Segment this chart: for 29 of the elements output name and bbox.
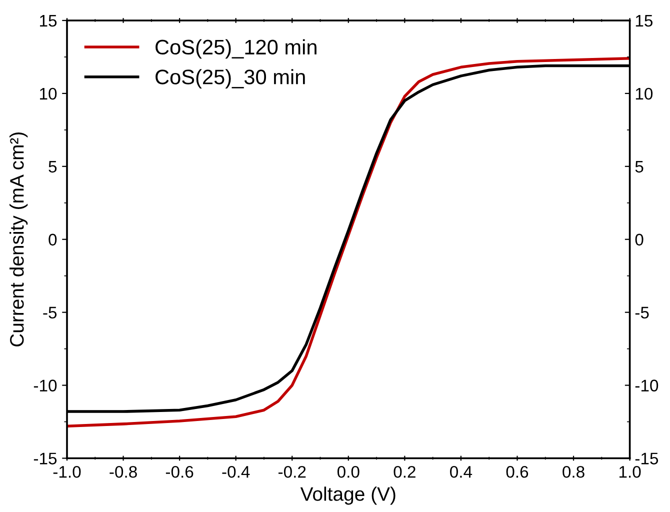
y2-tick-label: -15 <box>635 452 658 464</box>
legend-label: CoS(25)_120 min <box>156 39 316 59</box>
x-tick-label: 1.0 <box>619 466 641 478</box>
x-tick-label: 0.2 <box>394 466 416 478</box>
y-tick-label: -5 <box>43 306 57 319</box>
x-axis-title: Voltage (V) <box>300 486 396 505</box>
x-tick-label: -0.8 <box>110 466 137 478</box>
x-tick-label: -0.2 <box>278 466 306 478</box>
y-tick-label: 15 <box>40 15 57 27</box>
y-tick-label: -10 <box>34 380 57 392</box>
x-tick-label: -0.6 <box>166 466 194 478</box>
y2-tick-label: 5 <box>635 160 644 173</box>
y-tick-label: 10 <box>40 88 57 100</box>
x-tick-label: 0.8 <box>562 466 584 478</box>
y2-tick-label: 15 <box>636 15 652 27</box>
y2-tick-label: 0 <box>635 234 644 246</box>
y2-tick-label: -5 <box>635 306 649 319</box>
x-tick-label: 0.6 <box>506 466 528 478</box>
y-tick-label: 0 <box>48 234 57 246</box>
y-axis-title: Current density (mA cm²) <box>10 132 28 346</box>
x-tick-label: 0.4 <box>450 466 472 478</box>
x-tick-label: -1.0 <box>53 466 81 478</box>
y-tick-label: -15 <box>34 452 57 464</box>
y2-tick-label: -10 <box>635 380 658 392</box>
y-tick-label: 5 <box>48 160 57 173</box>
x-tick-label: 0.0 <box>337 466 360 478</box>
x-tick-label: -0.4 <box>222 466 250 478</box>
y2-tick-label: 10 <box>636 88 653 100</box>
legend-label: CoS(25)_30 min <box>156 69 305 88</box>
